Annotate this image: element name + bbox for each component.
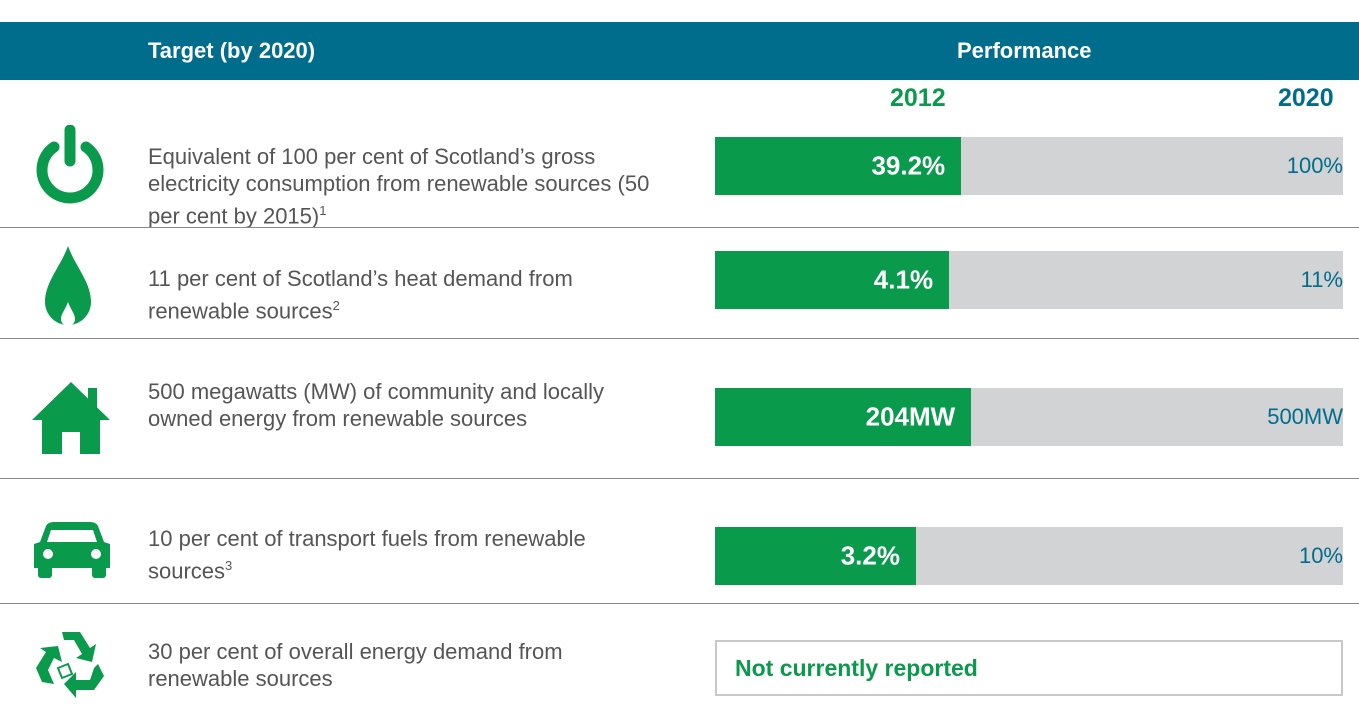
progress-bar: 4.1%: [715, 251, 950, 309]
recycle-icon: [36, 632, 104, 698]
year-goal: 2020: [1278, 84, 1334, 112]
progress-bar: 39.2%: [715, 137, 962, 195]
year-now: 2012: [890, 84, 946, 112]
target-label: Equivalent of 100 per cent of Scotland’s…: [148, 144, 650, 229]
progress-bar: 3.2%: [715, 527, 916, 585]
row-separator: [0, 227, 1359, 228]
progress-bar: 204MW: [715, 388, 972, 446]
current-label: 39.2%: [871, 150, 946, 181]
current-label: 204MW: [865, 401, 956, 432]
car-icon: [34, 522, 110, 578]
target-label: 11 per cent of Scotland’s heat demand fr…: [148, 266, 573, 324]
goal-track: 39.2% 100%: [715, 137, 1343, 195]
target-label: 500 megawatts (MW) of community and loca…: [148, 379, 605, 431]
current-label: 4.1%: [873, 264, 934, 295]
flame-icon: [45, 246, 91, 326]
header-bar: [0, 22, 1359, 80]
goal-track: 4.1% 11%: [715, 251, 1343, 309]
goal-label: 500MW: [1267, 404, 1343, 429]
goal-label: 100%: [1286, 153, 1343, 178]
target-label: 10 per cent of transport fuels from rene…: [148, 526, 586, 584]
power-icon: [36, 125, 104, 204]
target-label: 30 per cent of overall energy demand fro…: [148, 639, 563, 691]
target-text: 30 per cent of overall energy demand fro…: [148, 638, 668, 692]
footnote-ref: 3: [225, 558, 233, 573]
row-separator: [0, 478, 1359, 479]
house-icon: [32, 382, 110, 454]
header-performance: Performance: [957, 38, 1092, 63]
goal-track: 204MW 500MW: [715, 388, 1343, 446]
row-separator: [0, 338, 1359, 339]
target-text: Equivalent of 100 per cent of Scotland’s…: [148, 143, 668, 229]
footnote-ref: 2: [332, 298, 340, 313]
goal-label: 10%: [1298, 543, 1343, 568]
row-separator: [0, 603, 1359, 604]
target-text: 500 megawatts (MW) of community and loca…: [148, 378, 668, 432]
goal-track: 3.2% 10%: [715, 527, 1343, 585]
goal-label: 11%: [1300, 267, 1343, 292]
current-label: 3.2%: [840, 540, 900, 571]
target-text: 10 per cent of transport fuels from rene…: [148, 525, 668, 584]
footnote-ref: 1: [319, 203, 327, 218]
status-box: Not currently reported: [715, 640, 1343, 696]
target-text: 11 per cent of Scotland’s heat demand fr…: [148, 265, 668, 324]
header-target: Target (by 2020): [148, 38, 316, 63]
